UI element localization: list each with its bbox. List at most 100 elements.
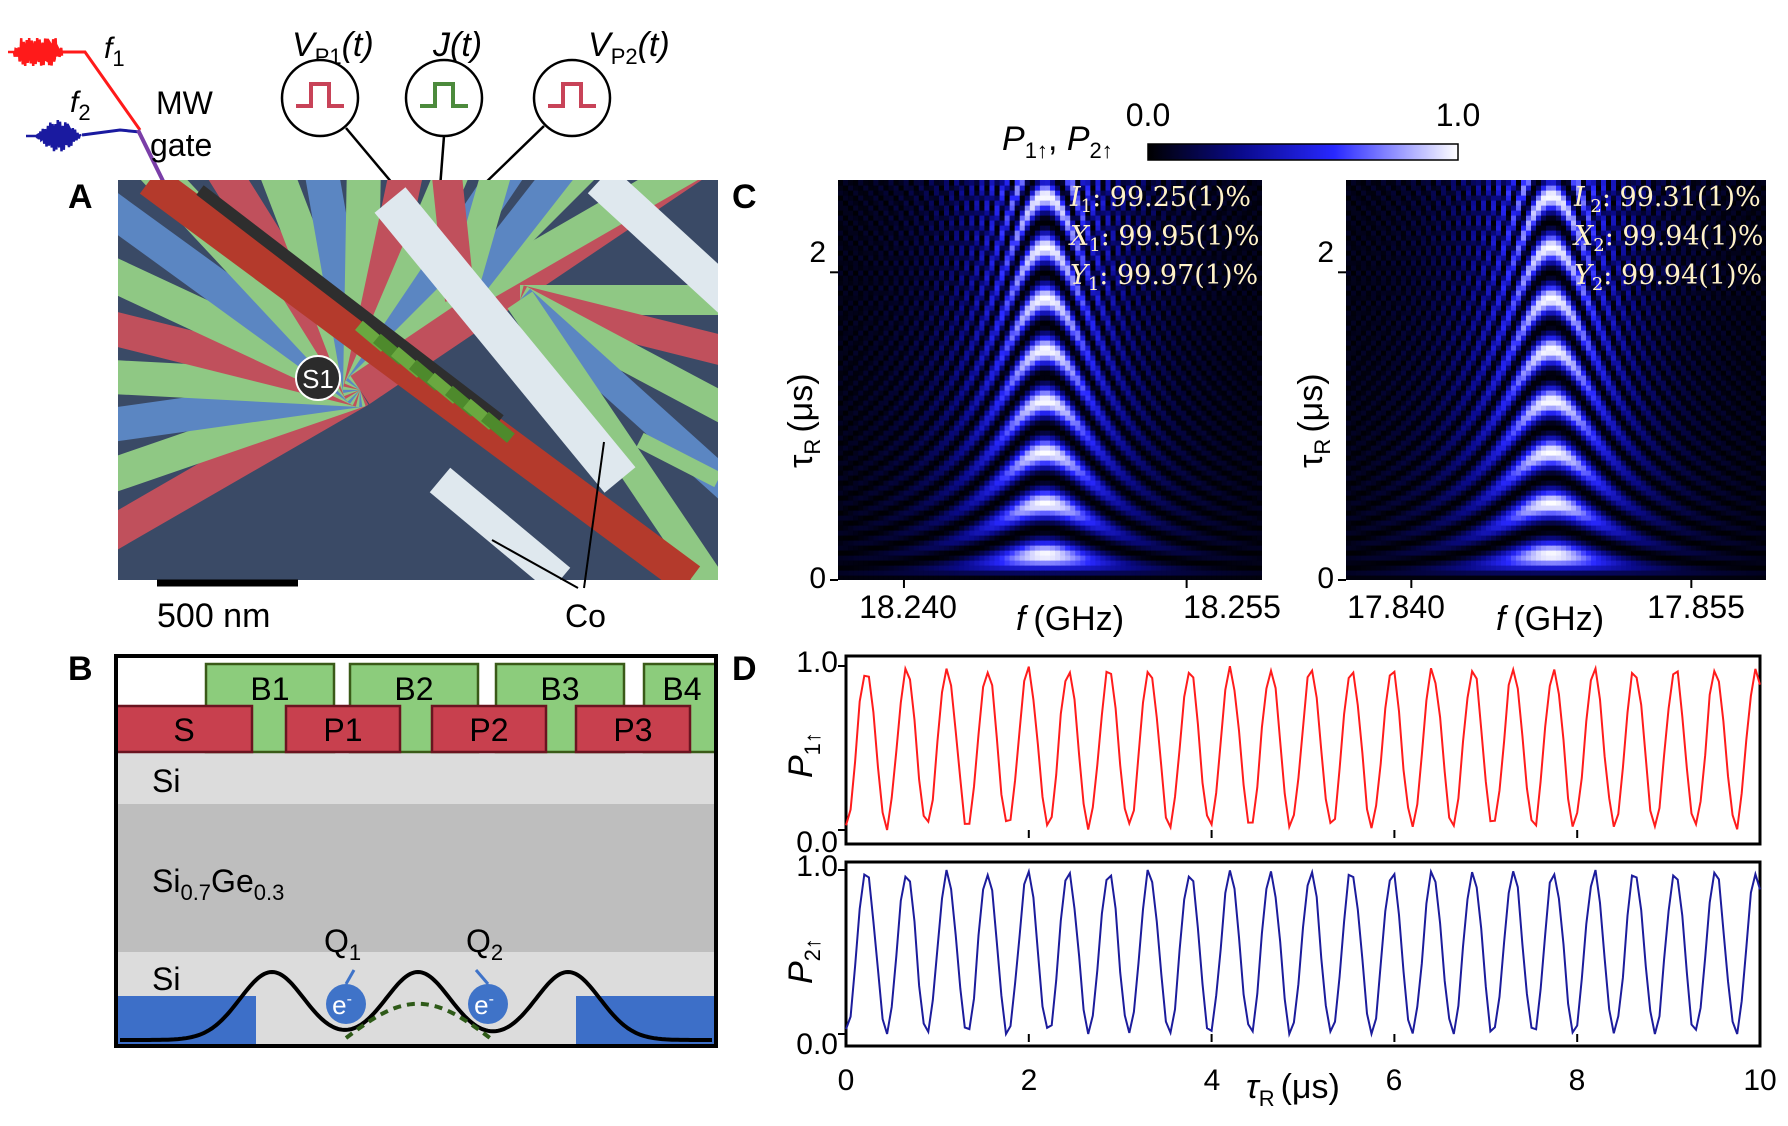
heatmap-cell <box>933 385 940 391</box>
heatmap-cell <box>1150 455 1157 461</box>
heatmap-cell <box>903 545 910 551</box>
colorbar-min-label: 0.0 <box>1126 97 1170 133</box>
heatmap-cell <box>949 490 955 496</box>
heatmap-cell <box>1014 385 1021 391</box>
heatmap-cell <box>959 425 965 431</box>
heatmap-cell <box>848 505 854 511</box>
heatmap-cell <box>1216 465 1223 471</box>
heatmap-cell <box>954 375 960 381</box>
heatmap-cell <box>1050 390 1056 396</box>
heatmap-cell <box>1044 520 1051 526</box>
heatmap-cell <box>913 310 920 316</box>
heatmap-cell <box>1140 520 1147 526</box>
heatmap-cell <box>918 550 925 556</box>
heatmap-cell <box>883 460 890 466</box>
heatmap-cell <box>1145 465 1152 471</box>
heatmap-cell <box>1050 335 1056 341</box>
heatmap-cell <box>1125 450 1132 456</box>
heatmap-cell <box>944 420 950 426</box>
heatmap-cell <box>903 290 910 296</box>
heatmap-cell <box>1241 480 1248 486</box>
heatmap-cell <box>954 550 960 556</box>
heatmap-cell <box>888 530 895 536</box>
heatmap-cell <box>1004 380 1011 386</box>
heatmap-cell <box>1034 375 1041 381</box>
heatmap-cell <box>1080 495 1086 501</box>
heatmap-cell <box>903 550 910 556</box>
heatmap-cell <box>1161 295 1167 301</box>
heatmap-cell <box>913 475 920 481</box>
heatmap-cell <box>1075 455 1081 461</box>
heatmap-cell <box>1080 400 1086 406</box>
heatmap-cell <box>923 445 930 451</box>
heatmap-cell <box>1115 565 1122 571</box>
heatmap-cell <box>903 565 910 571</box>
heatmap-cell <box>1075 520 1081 526</box>
heatmap-cell <box>1055 395 1061 401</box>
heatmap-cell <box>1246 470 1253 476</box>
heatmap-cell <box>1105 360 1112 366</box>
heatmap-cell <box>868 500 874 506</box>
heatmap-cell <box>1004 320 1011 326</box>
heatmap-cell <box>1115 435 1122 441</box>
heatmap-cell <box>1236 490 1243 496</box>
heatmap-cell <box>1156 315 1162 321</box>
heatmap-cell <box>1186 305 1192 311</box>
heatmap-cell <box>1211 375 1218 381</box>
heatmap-cell <box>959 405 965 411</box>
heatmap-cell <box>1251 435 1258 441</box>
heatmap-cell <box>1211 460 1218 466</box>
heatmap-cell <box>949 395 955 401</box>
heatmap-cell <box>1019 525 1026 531</box>
heatmap-cell <box>1176 320 1182 326</box>
heatmap-cell <box>1140 515 1147 521</box>
heatmap-cell <box>923 535 930 541</box>
heatmap-cell <box>1171 340 1177 346</box>
heatmap-cell <box>1019 350 1026 356</box>
heatmap-cell <box>1009 440 1016 446</box>
heatmap-cell <box>883 505 890 511</box>
heatmap-cell <box>888 490 895 496</box>
heatmap-cell <box>964 310 970 316</box>
heatmap-cell <box>913 430 920 436</box>
heatmap-cell <box>1196 430 1203 436</box>
heatmap-cell <box>1241 505 1248 511</box>
heatmap-cell <box>1251 360 1258 366</box>
heatmap-cell <box>858 395 864 401</box>
heatmap-cell <box>858 315 864 321</box>
heatmap-cell <box>1120 300 1127 306</box>
heatmap-cell <box>858 520 864 526</box>
heatmap-cell <box>1145 495 1152 501</box>
heatmap-cell <box>1221 370 1228 376</box>
heatmap-cell <box>964 505 970 511</box>
heatmap-cell <box>1171 450 1177 456</box>
heatmap-cell <box>1029 555 1036 561</box>
heatmap-cell <box>1034 505 1041 511</box>
heatmap-cell <box>1070 325 1076 331</box>
heatmap-cell <box>933 335 940 341</box>
heatmap-cell <box>1090 525 1097 531</box>
heatmap-cell <box>1236 370 1243 376</box>
heatmap-cell <box>1014 335 1021 341</box>
heatmap-cell <box>893 545 900 551</box>
heatmap-cell <box>1145 350 1152 356</box>
heatmap-cell <box>858 485 864 491</box>
heatmap-cell <box>1150 525 1157 531</box>
heatmap-cell <box>873 495 879 501</box>
heatmap-cell <box>1120 405 1127 411</box>
heatmap-cell <box>1085 335 1091 341</box>
heatmap-cell <box>923 340 930 346</box>
heatmap-cell <box>1085 475 1091 481</box>
heatmap-cell <box>974 330 980 336</box>
heatmap-cell <box>1029 315 1036 321</box>
heatmap-cell <box>913 290 920 296</box>
heatmap-cell <box>898 480 905 486</box>
heatmap-cell <box>1024 340 1031 346</box>
heatmap-cell <box>964 330 970 336</box>
heatmap-cell <box>1024 560 1031 566</box>
heatmap-cell <box>1171 465 1177 471</box>
heatmap-cell <box>1130 455 1137 461</box>
heatmap-cell <box>1251 405 1258 411</box>
heatmap-cell <box>1236 470 1243 476</box>
heatmap-cell <box>1115 545 1122 551</box>
